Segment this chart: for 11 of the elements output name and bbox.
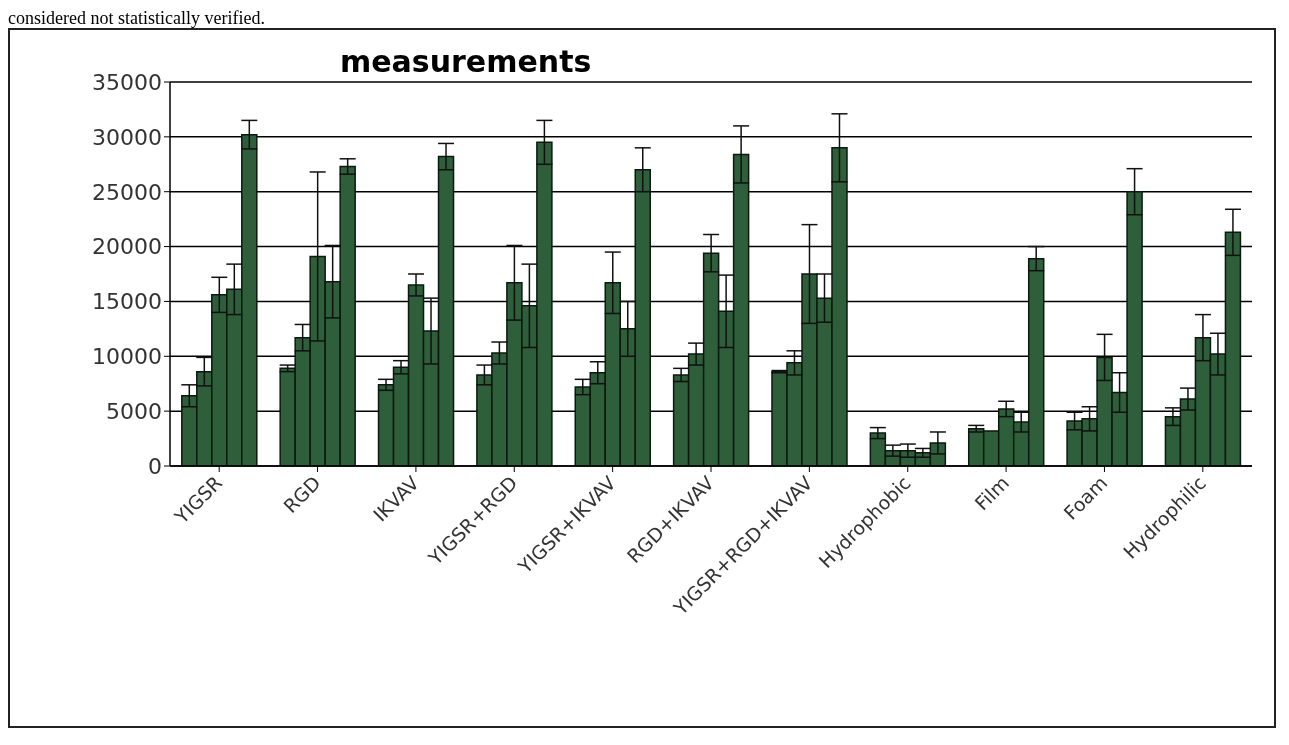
y-tick-label: 0 [148, 453, 162, 479]
y-tick-label: 20000 [92, 234, 162, 260]
y-tick-label: 25000 [92, 179, 162, 205]
chart-title: measurements [340, 44, 592, 79]
y-tick-label: 30000 [92, 124, 162, 150]
y-tick-label: 10000 [92, 344, 162, 370]
x-tick-label: Film [970, 471, 1014, 515]
y-tick-label: 5000 [106, 398, 162, 424]
y-tick-label: 35000 [92, 69, 162, 95]
text: considered not statistically verified. [8, 8, 266, 28]
y-tick-label: 15000 [92, 289, 162, 315]
